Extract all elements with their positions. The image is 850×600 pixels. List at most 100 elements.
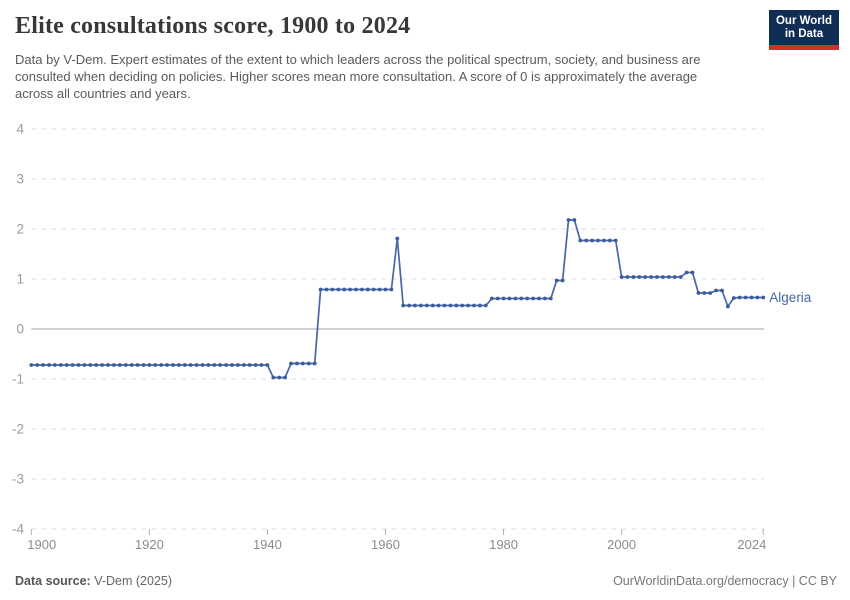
data-point-1942[interactable] (277, 375, 282, 380)
data-point-1989[interactable] (554, 278, 559, 283)
data-point-1998[interactable] (607, 238, 612, 243)
data-point-1911[interactable] (94, 363, 99, 367)
data-point-1968[interactable] (430, 303, 435, 308)
data-point-1938[interactable] (253, 363, 258, 367)
data-point-1928[interactable] (194, 363, 199, 367)
data-point-1912[interactable] (100, 363, 104, 367)
data-point-1900[interactable] (29, 363, 34, 367)
data-point-1909[interactable] (82, 363, 87, 367)
data-point-2001[interactable] (625, 275, 630, 279)
data-point-2010[interactable] (678, 275, 683, 279)
data-point-2005[interactable] (649, 275, 653, 279)
data-point-1919[interactable] (141, 363, 146, 367)
data-point-1980[interactable] (501, 296, 506, 301)
data-point-1950[interactable] (324, 287, 329, 292)
data-point-1993[interactable] (578, 238, 583, 243)
data-point-2020[interactable] (737, 295, 742, 300)
data-point-1958[interactable] (371, 287, 376, 292)
data-point-1987[interactable] (543, 296, 547, 301)
data-point-1977[interactable] (483, 303, 488, 308)
data-point-1915[interactable] (117, 363, 122, 367)
data-point-1903[interactable] (47, 363, 51, 367)
data-point-1910[interactable] (88, 363, 93, 367)
data-point-1964[interactable] (407, 303, 411, 308)
data-point-2021[interactable] (743, 295, 748, 300)
data-point-1936[interactable] (241, 363, 246, 367)
data-point-1955[interactable] (354, 287, 358, 292)
license-link[interactable]: OurWorldinData.org/democracy | CC BY (613, 574, 837, 588)
data-point-1943[interactable] (283, 375, 287, 380)
data-point-1921[interactable] (153, 363, 158, 367)
data-point-1967[interactable] (424, 303, 429, 308)
data-point-1922[interactable] (159, 363, 164, 367)
data-point-1975[interactable] (472, 303, 476, 308)
data-point-2003[interactable] (637, 275, 642, 279)
data-point-1916[interactable] (123, 363, 128, 367)
data-point-1913[interactable] (106, 363, 110, 367)
data-point-1953[interactable] (342, 287, 347, 292)
data-point-1999[interactable] (613, 238, 618, 243)
data-point-1962[interactable] (395, 236, 400, 241)
data-point-1983[interactable] (519, 296, 524, 301)
data-point-1960[interactable] (383, 287, 388, 292)
data-point-1965[interactable] (413, 303, 417, 308)
data-point-2011[interactable] (684, 270, 689, 275)
data-point-1945[interactable] (295, 361, 299, 366)
data-point-2008[interactable] (666, 275, 671, 279)
data-point-1956[interactable] (360, 287, 364, 292)
data-point-2022[interactable] (749, 295, 754, 300)
data-point-1920[interactable] (147, 363, 152, 367)
data-point-1990[interactable] (560, 278, 565, 283)
data-point-1952[interactable] (336, 287, 341, 292)
data-point-1978[interactable] (489, 296, 494, 301)
data-point-1924[interactable] (171, 363, 175, 367)
data-point-1904[interactable] (53, 363, 57, 367)
data-point-2016[interactable] (714, 288, 718, 293)
data-point-1944[interactable] (289, 361, 293, 366)
data-point-1988[interactable] (548, 296, 553, 301)
data-point-1991[interactable] (566, 218, 571, 222)
data-point-2009[interactable] (672, 275, 677, 279)
data-point-1948[interactable] (312, 361, 317, 366)
data-point-1995[interactable] (590, 238, 594, 243)
data-point-1932[interactable] (218, 363, 223, 367)
data-point-1935[interactable] (236, 363, 240, 367)
data-point-1963[interactable] (401, 303, 406, 308)
data-point-1917[interactable] (129, 363, 134, 367)
data-point-1908[interactable] (76, 363, 81, 367)
data-point-1901[interactable] (35, 363, 40, 367)
data-point-2006[interactable] (655, 275, 659, 279)
data-point-2018[interactable] (726, 304, 730, 309)
data-point-1906[interactable] (64, 363, 69, 367)
data-point-1927[interactable] (188, 363, 193, 367)
data-point-2012[interactable] (690, 270, 695, 275)
data-point-1996[interactable] (596, 238, 600, 243)
data-point-1918[interactable] (135, 363, 140, 367)
data-point-1997[interactable] (602, 238, 606, 243)
data-point-2024[interactable] (761, 295, 766, 300)
data-point-1949[interactable] (318, 287, 323, 292)
data-point-1925[interactable] (177, 363, 181, 367)
data-point-2007[interactable] (661, 275, 665, 279)
data-point-1984[interactable] (525, 296, 530, 301)
data-point-1914[interactable] (112, 363, 116, 367)
data-point-1939[interactable] (259, 363, 264, 367)
data-point-2013[interactable] (696, 291, 701, 295)
data-point-1940[interactable] (265, 363, 270, 367)
data-point-1972[interactable] (454, 303, 459, 308)
data-point-1976[interactable] (478, 303, 482, 308)
data-point-1986[interactable] (537, 296, 541, 301)
data-point-1973[interactable] (460, 303, 465, 308)
data-point-1929[interactable] (200, 363, 205, 367)
data-point-1961[interactable] (389, 287, 394, 292)
data-point-1937[interactable] (247, 363, 252, 367)
data-point-2014[interactable] (702, 291, 707, 295)
data-point-2004[interactable] (643, 275, 648, 279)
data-point-1982[interactable] (513, 296, 518, 301)
data-point-1979[interactable] (495, 296, 500, 301)
data-point-1974[interactable] (466, 303, 470, 308)
data-point-1926[interactable] (182, 363, 187, 367)
data-point-1941[interactable] (271, 375, 276, 380)
data-point-2015[interactable] (708, 291, 713, 295)
owid-logo[interactable]: Our World in Data (768, 10, 839, 50)
